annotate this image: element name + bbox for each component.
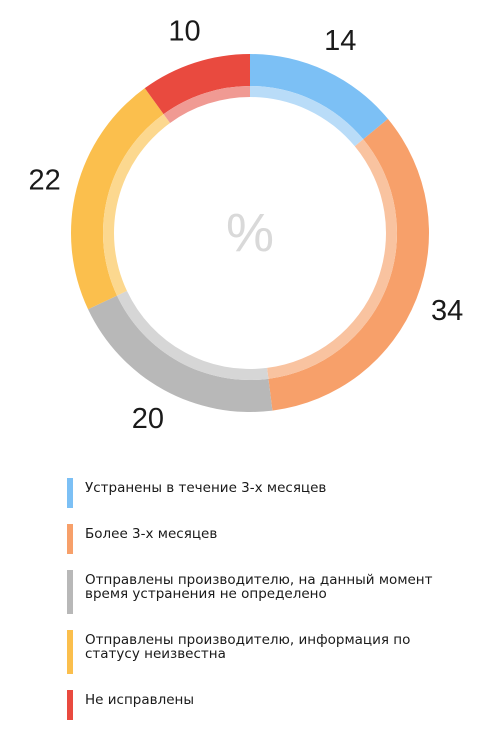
legend-swatch xyxy=(67,630,73,674)
legend-item-2: Более 3-х месяцев xyxy=(67,524,467,554)
donut-segment-4-inner xyxy=(102,114,171,296)
legend-swatch xyxy=(67,478,73,508)
legend-label: Устранены в течение 3-х месяцев xyxy=(85,480,327,496)
legend-label: Отправлены производителю, информация по … xyxy=(85,632,411,662)
donut-segment-1 xyxy=(250,54,388,140)
donut-chart-svg: 14 34 20 22 10% xyxy=(29,15,464,435)
legend: Устранены в течение 3-х месяцев Более 3-х… xyxy=(67,478,467,736)
data-label-4: 22 xyxy=(29,164,61,196)
center-label: % xyxy=(226,203,274,263)
donut-chart: 14 34 20 22 10% xyxy=(29,15,464,435)
donut-segment-3 xyxy=(88,295,273,412)
legend-label: Более 3-х месяцев xyxy=(85,526,218,542)
donut-segment-2-inner xyxy=(267,139,397,379)
data-label-2: 34 xyxy=(431,295,463,327)
donut-segment-5-inner xyxy=(163,86,250,123)
data-label-3: 20 xyxy=(132,403,164,435)
legend-item-3: Отправлены производителю, на данный моме… xyxy=(67,570,467,614)
legend-swatch xyxy=(67,690,73,720)
donut-segment-3-inner xyxy=(116,290,269,380)
donut-segment-2 xyxy=(268,118,429,411)
legend-swatch xyxy=(67,570,73,614)
legend-swatch xyxy=(67,524,73,554)
data-label-5: 10 xyxy=(168,15,200,47)
legend-label: Отправлены производителю, на данный моме… xyxy=(85,572,433,602)
legend-item-4: Отправлены производителю, информация по … xyxy=(67,630,467,674)
donut-segment-1-inner xyxy=(250,86,364,147)
data-label-1: 14 xyxy=(324,25,356,57)
legend-item-1: Устранены в течение 3-х месяцев xyxy=(67,478,467,508)
legend-label: Не исправлены xyxy=(85,692,194,708)
donut-segment-4 xyxy=(70,88,164,310)
donut-segment-5 xyxy=(144,54,250,115)
legend-item-5: Не исправлены xyxy=(67,690,467,720)
